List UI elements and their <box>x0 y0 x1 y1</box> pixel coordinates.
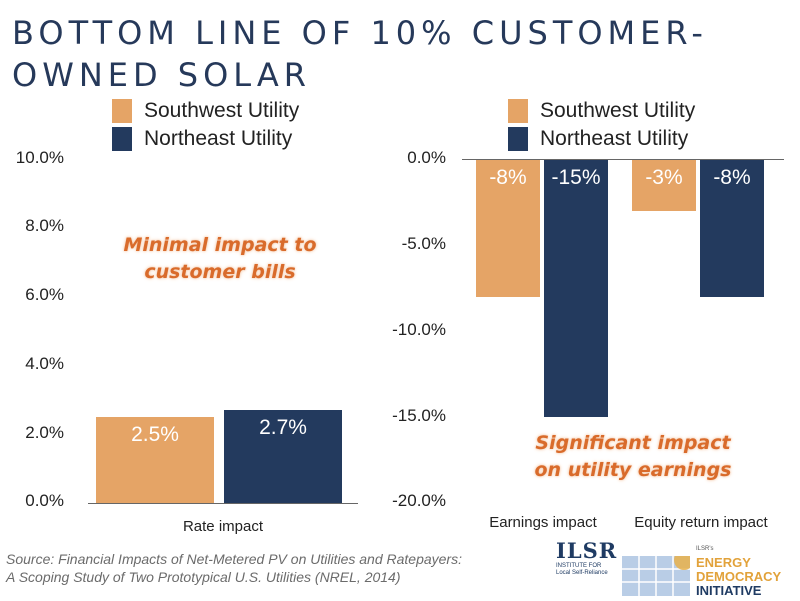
legend-label-southwest: Southwest Utility <box>144 99 300 122</box>
y-tick-label: -5.0% <box>401 234 446 253</box>
y-tick-label: 6.0% <box>25 285 64 304</box>
bar-earnings-impact-southwest <box>476 159 540 297</box>
category-label-equity-return-impact: Equity return impact <box>634 514 768 531</box>
edi-logo-line: ENERGY <box>696 555 751 570</box>
data-label-rate-impact-northeast: 2.7% <box>259 416 307 440</box>
annotation-minimal-impact: Minimal impact to customer bills <box>80 232 360 286</box>
legend-swatch-northeast <box>112 127 132 151</box>
source-line-2: A Scoping Study of Two Prototypical U.S.… <box>6 569 401 585</box>
edi-logo-line: INITIATIVE <box>696 583 762 598</box>
y-tick-label: 10.0% <box>15 148 64 167</box>
data-label-earnings-impact-southwest: -8% <box>489 166 527 189</box>
solar-panel-icon <box>622 550 694 596</box>
edi-logo-prefix: ILSR's <box>696 546 714 552</box>
bar-equity-return-impact-northeast <box>700 159 764 297</box>
annotation-line: customer bills <box>144 261 296 283</box>
legend-swatch-northeast <box>508 127 528 151</box>
ilsr-logo-tagline: INSTITUTE FOR <box>556 563 602 569</box>
y-tick-label: -10.0% <box>392 320 446 339</box>
legend-label-northeast: Northeast Utility <box>144 127 293 150</box>
chart-title-line-1: BOTTOM LINE OF 10% CUSTOMER- <box>12 14 708 52</box>
y-tick-label: 2.0% <box>25 423 64 442</box>
annotation-line: Minimal impact to <box>123 234 317 256</box>
source-citation: Source: Financial Impacts of Net-Metered… <box>6 550 462 586</box>
source-line-1: Source: Financial Impacts of Net-Metered… <box>6 551 462 567</box>
chart-title-line-2: OWNED SOLAR <box>12 56 311 94</box>
legend-label-northeast: Northeast Utility <box>540 127 689 150</box>
category-label-rate-impact: Rate impact <box>182 518 264 535</box>
y-tick-label: -15.0% <box>392 406 446 425</box>
bar-rate-impact-southwest <box>96 417 214 503</box>
y-tick-label: 8.0% <box>25 216 64 235</box>
data-label-earnings-impact-northeast: -15% <box>551 166 601 189</box>
ilsr-logo: ILSR INSTITUTE FOR Local Self-Reliance <box>556 538 618 592</box>
y-tick-label: -20.0% <box>392 491 446 510</box>
edi-logo-text: ILSR's ENERGY DEMOCRACY INITIATIVE <box>696 542 781 598</box>
annotation-line: Significant impact <box>535 432 731 454</box>
annotation-line: on utility earnings <box>534 459 732 481</box>
data-label-rate-impact-southwest: 2.5% <box>131 423 179 447</box>
bar-earnings-impact-northeast <box>544 159 608 417</box>
annotation-significant-impact: Significant impact on utility earnings <box>488 430 778 484</box>
y-tick-label: 4.0% <box>25 354 64 373</box>
y-tick-label: 0.0% <box>25 491 64 510</box>
legend-swatch-southwest <box>112 99 132 123</box>
data-label-equity-return-impact-northeast: -8% <box>713 166 751 189</box>
bar-equity-return-impact-southwest <box>632 159 696 211</box>
solar-panel-grid-icon <box>622 550 694 596</box>
data-label-equity-return-impact-southwest: -3% <box>645 166 683 189</box>
bar-rate-impact-northeast <box>224 410 342 503</box>
legend-swatch-southwest <box>508 99 528 123</box>
edi-logo-line: DEMOCRACY <box>696 569 782 584</box>
category-label-earnings-impact: Earnings impact <box>489 514 597 531</box>
x-axis-line <box>88 503 358 504</box>
ilsr-logo-tagline: Local Self-Reliance <box>556 570 608 576</box>
zero-axis-line <box>462 159 784 160</box>
y-tick-label: 0.0% <box>407 148 446 167</box>
energy-democracy-initiative-logo: ILSR's ENERGY DEMOCRACY INITIATIVE <box>622 540 794 598</box>
ilsr-logo-wordmark: ILSR <box>556 538 618 563</box>
legend-label-southwest: Southwest Utility <box>540 99 696 122</box>
